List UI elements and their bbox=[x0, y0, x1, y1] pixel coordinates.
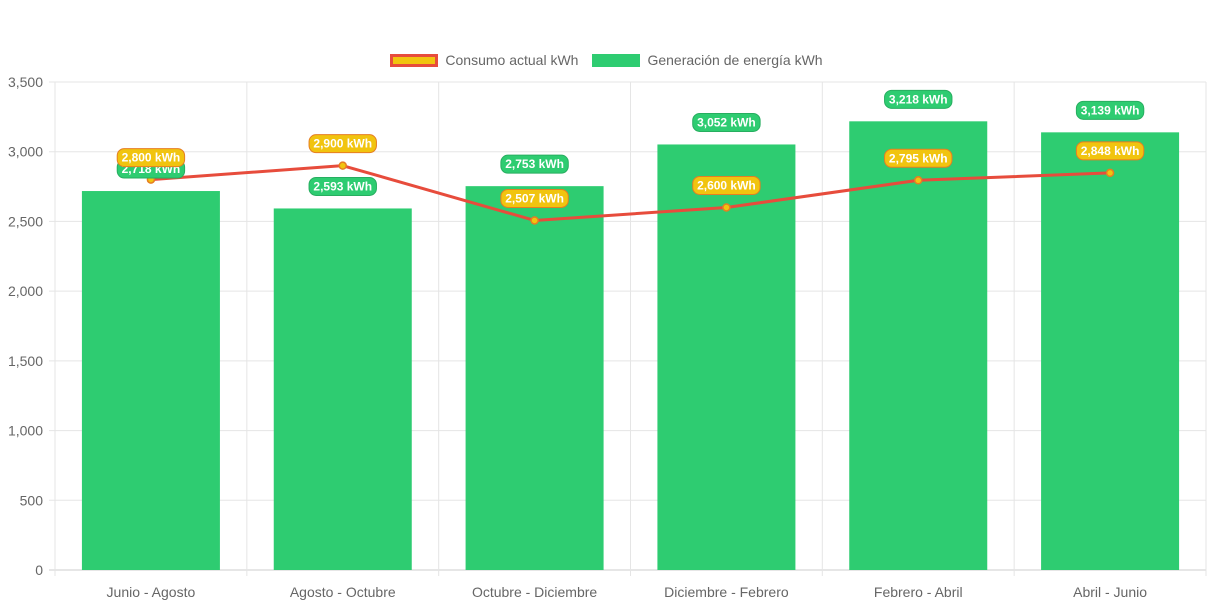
legend-label-consumo: Consumo actual kWh bbox=[445, 52, 579, 68]
x-tick-label: Diciembre - Febrero bbox=[664, 584, 789, 600]
bar-data-label-text: 3,139 kWh bbox=[1081, 103, 1140, 117]
y-tick-label: 3,000 bbox=[8, 144, 43, 160]
line-data-label-box bbox=[308, 134, 377, 154]
line-data-label-box bbox=[692, 175, 761, 195]
bar bbox=[657, 144, 796, 571]
bar-data-label-text: 3,052 kWh bbox=[697, 115, 756, 129]
bar bbox=[81, 191, 220, 570]
bar-data-label: 2,753 kWh bbox=[500, 154, 569, 174]
line-series bbox=[150, 164, 1111, 222]
y-tick-label: 0 bbox=[35, 562, 43, 578]
bar-data-label: 3,052 kWh bbox=[692, 112, 761, 132]
bar-data-label-text: 2,753 kWh bbox=[505, 157, 564, 171]
y-tick-label: 1,500 bbox=[8, 353, 43, 369]
y-tick-label: 1,000 bbox=[8, 423, 43, 439]
y-tick-label: 2,000 bbox=[8, 283, 43, 299]
line-data-label-box bbox=[1075, 141, 1145, 161]
bar-data-label-text: 3,218 kWh bbox=[889, 92, 948, 106]
x-tick-label: Agosto - Octubre bbox=[290, 584, 396, 600]
bar-data-label: 3,218 kWh bbox=[884, 89, 953, 109]
y-tick-label: 3,500 bbox=[8, 74, 43, 90]
line-data-label-text: 2,600 kWh bbox=[697, 178, 756, 192]
line-data-label: 2,600 kWh bbox=[692, 175, 761, 195]
bar-data-label: 2,593 kWh bbox=[308, 176, 377, 196]
line-data-label-text: 2,800 kWh bbox=[122, 151, 181, 165]
line-data-label: 2,900 kWh bbox=[308, 134, 377, 154]
line-point bbox=[722, 203, 731, 212]
line-data-label-text: 2,507 kWh bbox=[505, 191, 564, 205]
legend-item-generacion[interactable]: Generación de energía kWh bbox=[592, 52, 823, 68]
line-data-label: 2,507 kWh bbox=[500, 188, 569, 208]
bar-data-label-text: 2,593 kWh bbox=[313, 179, 372, 193]
line-data-label-box bbox=[884, 148, 953, 168]
x-tick-label: Abril - Junio bbox=[1073, 584, 1147, 600]
line-point bbox=[1105, 168, 1115, 178]
line-data-label-text: 2,848 kWh bbox=[1081, 144, 1140, 158]
x-tick-label: Octubre - Diciembre bbox=[472, 584, 597, 600]
bar-data-label-box bbox=[500, 154, 569, 174]
line-point bbox=[914, 176, 923, 185]
x-tick-label: Junio - Agosto bbox=[107, 584, 196, 600]
legend-item-consumo[interactable]: Consumo actual kWh bbox=[390, 52, 578, 68]
line-data-label: 2,795 kWh bbox=[884, 148, 953, 168]
line-data-label-text: 2,900 kWh bbox=[313, 137, 372, 151]
line-data-label-box bbox=[500, 188, 569, 208]
legend-swatch-generacion bbox=[592, 53, 641, 67]
line-point bbox=[530, 216, 539, 225]
x-tick-label: Febrero - Abril bbox=[874, 584, 963, 600]
bar bbox=[1041, 132, 1180, 570]
y-tick-label: 2,500 bbox=[8, 213, 43, 229]
bar-data-label-box bbox=[692, 112, 761, 132]
legend-label-generacion: Generación de energía kWh bbox=[647, 52, 823, 68]
bar-data-label: 3,139 kWh bbox=[1075, 100, 1145, 120]
bar bbox=[273, 208, 412, 570]
line-data-label: 2,848 kWh bbox=[1075, 141, 1145, 161]
bar-data-label-box bbox=[884, 89, 953, 109]
bar bbox=[849, 121, 988, 571]
bar bbox=[465, 186, 604, 570]
y-tick-label: 500 bbox=[20, 492, 44, 508]
chart-legend: Consumo actual kWh Generación de energía… bbox=[0, 52, 1213, 68]
bar-data-label-box bbox=[308, 176, 377, 196]
line-point bbox=[338, 161, 347, 170]
line-data-label-text: 2,795 kWh bbox=[889, 151, 948, 165]
bar-data-label-box bbox=[1075, 100, 1145, 120]
line-data-label: 2,800 kWh bbox=[116, 148, 186, 168]
legend-swatch-consumo bbox=[390, 53, 439, 67]
line-data-label-box bbox=[116, 148, 186, 168]
